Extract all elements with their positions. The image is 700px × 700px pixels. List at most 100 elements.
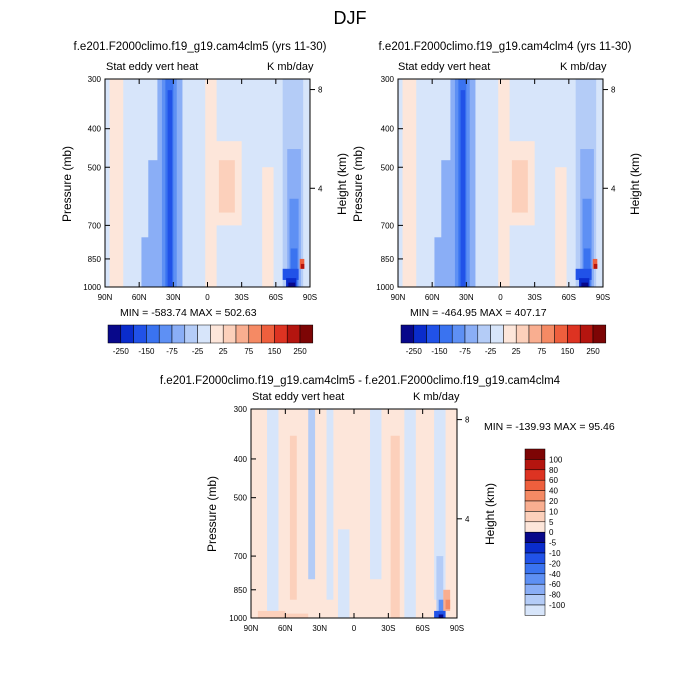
y-tick-label: 700 [381,221,395,230]
y2-tick-label: 4 [318,184,323,193]
colorbar-label: -75 [166,347,178,356]
colorbar-label: -250 [113,347,130,356]
y-tick-label: 850 [381,255,395,264]
field-cell [592,258,598,269]
field-cell [257,610,286,618]
colorbar-box [541,324,555,344]
field-cell [289,198,299,287]
colorbar-label: -20 [549,559,561,568]
y2-tick-label: 8 [465,416,470,425]
field-cell [109,79,124,287]
y-tick-label: 300 [234,405,248,414]
y-tick-label: 500 [381,163,395,172]
field-cell [579,278,590,287]
field-cell [434,409,446,600]
panel2-plot: 90N 60N 30N 0 30S 60S 90S 300 400 500 700 850 1000 8 4 [376,75,616,300]
panel1-title: f.e201.F2000climo.f19_g19.cam4clm5 (yrs … [73,41,327,53]
y-tick-label: 300 [381,75,395,84]
colorbar-label: -150 [138,347,155,356]
y2-tick-label: 4 [465,515,470,524]
panel2-title: f.e201.F2000climo.f19_g19.cam4clm4 (yrs … [378,41,632,53]
x-tick-label: 30N [459,293,474,300]
colorbar-label: 75 [537,347,546,356]
colorbar-label: 150 [561,347,575,356]
colorbar-box [528,324,543,344]
field-cell [436,556,444,618]
colorbar-box [524,583,546,595]
colorbar-box [524,521,546,533]
field-cell [404,409,416,618]
field-cell [282,268,299,280]
field-cell [167,90,173,287]
field-cell [402,79,417,287]
colorbar-box [524,459,546,471]
y-tick-label: 400 [381,125,395,134]
colorbar-label: -150 [431,347,448,356]
field-cell [337,529,350,618]
field-cell [286,278,297,287]
field-cell [267,409,279,618]
x-tick-label: 90N [98,293,113,300]
y-tick-label: 500 [88,163,102,172]
field-cell [555,167,567,287]
field-cell [326,409,334,600]
field-cell [205,79,217,287]
panel1-right-label: K mb/day [267,61,314,73]
field-cell [581,282,589,287]
panel2-colorbar: -250 -150 -75 -25 25 75 150 250 [400,324,607,356]
panel2-left-label: Stat eddy vert heat [398,61,491,73]
colorbar-box [524,469,546,481]
y2-tick-label: 4 [611,184,616,193]
x-tick-label: 60N [278,624,293,633]
colorbar-label: -75 [459,347,471,356]
colorbar-label: 0 [549,528,554,537]
x-tick-label: 60S [562,293,576,300]
colorbar-box [524,594,546,606]
field-cell [218,160,235,213]
y-tick-label: 850 [234,586,248,595]
field-cell [434,610,446,618]
panel1-left-label: Stat eddy vert heat [106,61,199,73]
y-tick-label: 400 [88,125,102,134]
colorbar-label: 80 [549,466,558,475]
field-cell [141,237,156,287]
colorbar-box [524,542,546,554]
field-cell [300,263,305,269]
field-cell [299,258,305,269]
x-tick-label: 60N [132,293,147,300]
x-tick-label: 60S [269,293,283,300]
panel3-y2label: Height (km) [483,483,497,546]
panel3-right-label: K mb/day [413,391,460,403]
x-tick-label: 30S [235,293,249,300]
x-tick-label: 90S [303,293,317,300]
y-tick-label: 300 [88,75,102,84]
colorbar-label: 250 [293,347,307,356]
x-tick-label: 0 [498,293,503,300]
colorbar-label: 25 [512,347,521,356]
colorbar-label: 250 [586,347,600,356]
field-cell [460,90,466,287]
plot-area [251,409,457,618]
panel1-colorbar: -250 -150 -75 -25 25 75 150 250 [107,324,314,356]
colorbar-box [524,479,546,491]
colorbar-box [592,324,607,344]
field-cell [390,435,400,618]
panel3-min-max: MIN = -139.93 MAX = 95.46 [484,421,615,433]
field-cell [285,613,309,618]
x-tick-label: 0 [352,624,357,633]
field-cell [262,167,274,287]
y-tick-label: 1000 [376,283,394,292]
y-tick-label: 400 [234,455,248,464]
x-tick-label: 30S [381,624,395,633]
colorbar-label: -40 [549,570,561,579]
y-tick-label: 500 [234,494,248,503]
field-cell [582,198,592,287]
colorbar-label: -80 [549,591,561,600]
colorbar-box [524,490,546,502]
y-tick-label: 700 [88,221,102,230]
colorbar-box [299,324,314,344]
panel2-min-max: MIN = -464.95 MAX = 407.17 [410,307,547,319]
colorbar-label: -10 [549,549,561,558]
colorbar-box [524,448,546,460]
colorbar-label: 100 [549,455,563,464]
